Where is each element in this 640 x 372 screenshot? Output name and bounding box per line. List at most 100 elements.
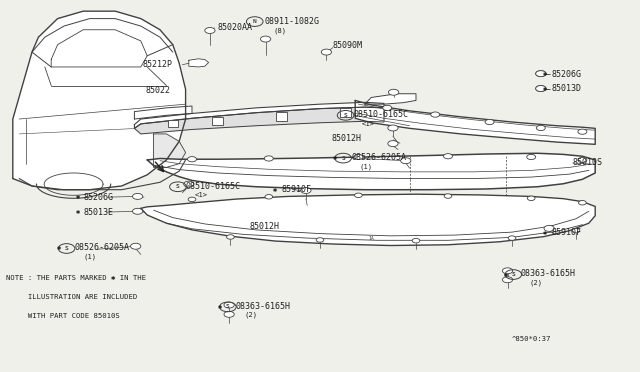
Circle shape: [508, 236, 516, 240]
Circle shape: [444, 194, 452, 198]
Polygon shape: [189, 59, 209, 67]
Circle shape: [205, 28, 215, 33]
Text: 85012H: 85012H: [250, 222, 280, 231]
FancyBboxPatch shape: [276, 112, 287, 121]
Text: ✱: ✱: [543, 86, 547, 92]
Text: WITH PART CODE 85010S: WITH PART CODE 85010S: [6, 314, 120, 320]
Text: S: S: [341, 155, 345, 161]
Circle shape: [227, 235, 234, 239]
Text: 1A: 1A: [369, 236, 374, 241]
Text: ✱: ✱: [218, 304, 222, 310]
Text: 08510-6165C: 08510-6165C: [186, 182, 241, 190]
Text: ✱: ✱: [76, 209, 80, 215]
Text: ✱: ✱: [333, 155, 337, 161]
Circle shape: [388, 141, 398, 147]
Text: 85010S: 85010S: [573, 158, 603, 167]
Circle shape: [578, 129, 587, 134]
Text: 08510-6165C: 08510-6165C: [354, 110, 409, 119]
Text: 85206G: 85206G: [552, 70, 582, 79]
Text: S: S: [344, 113, 348, 118]
Polygon shape: [13, 11, 186, 190]
Text: ✱: ✱: [504, 272, 508, 278]
Circle shape: [132, 193, 143, 199]
Text: 85022: 85022: [146, 86, 171, 94]
Circle shape: [536, 86, 546, 92]
Text: S: S: [65, 246, 68, 251]
Text: 08526-6205A: 08526-6205A: [351, 153, 406, 162]
Circle shape: [355, 193, 362, 198]
Text: <1>: <1>: [362, 121, 376, 127]
Circle shape: [502, 277, 513, 283]
Polygon shape: [154, 134, 186, 167]
FancyBboxPatch shape: [340, 108, 351, 117]
Text: 85013E: 85013E: [83, 208, 113, 217]
Circle shape: [224, 302, 234, 308]
Text: ✱: ✱: [543, 71, 547, 77]
Polygon shape: [134, 106, 192, 119]
Circle shape: [401, 158, 411, 164]
Circle shape: [536, 86, 546, 92]
Text: 85013D: 85013D: [552, 84, 582, 93]
Text: 85910F: 85910F: [282, 185, 312, 194]
Circle shape: [536, 71, 546, 77]
Circle shape: [388, 89, 399, 95]
Polygon shape: [134, 107, 384, 134]
Text: ✱: ✱: [273, 187, 277, 193]
Circle shape: [321, 49, 332, 55]
Text: (8): (8): [273, 27, 287, 34]
Text: (1): (1): [360, 163, 373, 170]
Text: ✱: ✱: [57, 246, 61, 251]
Text: 85020AA: 85020AA: [218, 23, 253, 32]
Circle shape: [572, 228, 580, 233]
Circle shape: [265, 195, 273, 199]
FancyBboxPatch shape: [168, 119, 178, 128]
Circle shape: [132, 208, 143, 214]
Circle shape: [264, 156, 273, 161]
Circle shape: [224, 311, 234, 317]
Circle shape: [527, 154, 536, 160]
Circle shape: [502, 268, 513, 274]
Circle shape: [578, 157, 587, 163]
Circle shape: [131, 243, 141, 249]
Circle shape: [188, 157, 196, 162]
Circle shape: [412, 238, 420, 243]
Text: N: N: [253, 19, 257, 24]
Circle shape: [354, 154, 363, 160]
Text: S: S: [226, 304, 230, 310]
Text: 08363-6165H: 08363-6165H: [521, 269, 576, 278]
Circle shape: [579, 201, 586, 205]
Text: 85212P: 85212P: [142, 60, 172, 69]
Text: 85090M: 85090M: [333, 41, 363, 50]
Circle shape: [536, 71, 546, 77]
Polygon shape: [365, 94, 416, 104]
Text: ILLUSTRATION ARE INCLUDED: ILLUSTRATION ARE INCLUDED: [6, 294, 138, 300]
Text: 08526-6205A: 08526-6205A: [74, 243, 129, 252]
Circle shape: [388, 125, 398, 131]
Circle shape: [544, 225, 554, 231]
Circle shape: [536, 125, 545, 131]
Text: <1>: <1>: [195, 192, 208, 198]
Text: 85206G: 85206G: [83, 193, 113, 202]
Circle shape: [444, 154, 452, 159]
Circle shape: [188, 197, 196, 202]
Circle shape: [301, 187, 311, 193]
Text: 08363-6165H: 08363-6165H: [236, 302, 291, 311]
Text: NOTE : THE PARTS MARKED ✱ IN THE: NOTE : THE PARTS MARKED ✱ IN THE: [6, 275, 147, 281]
Text: ✱: ✱: [76, 194, 80, 200]
Circle shape: [527, 196, 535, 201]
Text: (1): (1): [83, 253, 97, 260]
Text: S: S: [511, 272, 515, 277]
Circle shape: [316, 238, 324, 242]
Text: 85910F: 85910F: [552, 228, 582, 237]
Text: 08911-1082G: 08911-1082G: [264, 17, 319, 26]
Text: ✱: ✱: [543, 230, 547, 236]
Polygon shape: [147, 153, 595, 190]
Text: (2): (2): [530, 279, 543, 286]
Circle shape: [383, 105, 392, 110]
Circle shape: [485, 119, 494, 125]
Text: S: S: [176, 184, 180, 189]
Text: ^850*0:37: ^850*0:37: [512, 336, 552, 342]
Circle shape: [431, 112, 440, 117]
Polygon shape: [355, 100, 595, 144]
Text: (2): (2): [244, 312, 258, 318]
